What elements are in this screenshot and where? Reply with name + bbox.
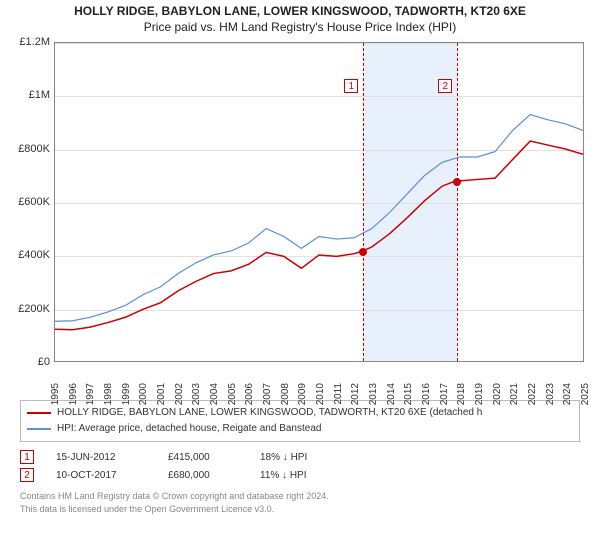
x-tick-label: 1998 [103, 383, 114, 405]
x-tick-label: 2013 [368, 383, 379, 405]
x-tick-label: 2006 [244, 383, 255, 405]
x-tick-label: 2014 [386, 383, 397, 405]
legend-label-hpi: HPI: Average price, detached house, Reig… [57, 421, 321, 437]
sale-marker-label: 2 [438, 79, 452, 93]
x-tick-label: 2001 [156, 383, 167, 405]
x-tick-label: 1996 [68, 383, 79, 405]
y-tick-label: £800K [10, 143, 50, 155]
sales-table: 1 15-JUN-2012 £415,000 18% ↓ HPI 2 10-OCT-201… [20, 448, 580, 484]
y-tick-label: £1.2M [10, 36, 50, 48]
x-tick-label: 2000 [138, 383, 149, 405]
sale-marker-line [363, 43, 364, 361]
x-tick-label: 1999 [121, 383, 132, 405]
sale-delta: 18% ↓ HPI [260, 452, 350, 463]
x-tick-label: 2016 [421, 383, 432, 405]
attribution-line-1: Contains HM Land Registry data © Crown c… [20, 490, 580, 503]
x-tick-label: 2011 [333, 383, 344, 405]
legend-label-property: HOLLY RIDGE, BABYLON LANE, LOWER KINGSWO… [57, 405, 482, 421]
sale-row: 1 15-JUN-2012 £415,000 18% ↓ HPI [20, 448, 580, 466]
x-tick-label: 2024 [562, 383, 573, 405]
y-tick-label: £600K [10, 196, 50, 208]
sale-badge: 1 [20, 450, 34, 464]
legend: HOLLY RIDGE, BABYLON LANE, LOWER KINGSWO… [20, 400, 580, 442]
sale-badge: 2 [20, 468, 34, 482]
series-line-hpi [55, 115, 583, 322]
sale-marker-dot [359, 248, 367, 256]
chart-title-main: HOLLY RIDGE, BABYLON LANE, LOWER KINGSWO… [8, 4, 592, 18]
y-tick-label: £200K [10, 303, 50, 315]
sale-marker-line [457, 43, 458, 361]
plot-area: 12 [54, 42, 584, 362]
chart-title-sub: Price paid vs. HM Land Registry's House … [8, 20, 592, 34]
attribution: Contains HM Land Registry data © Crown c… [20, 490, 580, 516]
sale-date: 10-OCT-2017 [56, 470, 146, 481]
attribution-line-2: This data is licensed under the Open Gov… [20, 503, 580, 516]
y-tick-label: £400K [10, 249, 50, 261]
x-tick-label: 2012 [350, 383, 361, 405]
x-tick-label: 2020 [492, 383, 503, 405]
legend-swatch-hpi [27, 428, 51, 430]
x-tick-label: 2025 [580, 383, 591, 405]
x-tick-label: 2019 [474, 383, 485, 405]
x-tick-label: 2008 [280, 383, 291, 405]
x-tick-label: 2010 [315, 383, 326, 405]
sale-row: 2 10-OCT-2017 £680,000 11% ↓ HPI [20, 466, 580, 484]
x-tick-label: 2021 [509, 383, 520, 405]
x-tick-label: 1995 [50, 383, 61, 405]
x-tick-label: 2009 [297, 383, 308, 405]
x-tick-label: 2003 [191, 383, 202, 405]
x-tick-label: 2022 [527, 383, 538, 405]
y-tick-label: £1M [10, 89, 50, 101]
sale-price: £680,000 [168, 470, 238, 481]
sale-price: £415,000 [168, 452, 238, 463]
x-tick-label: 2007 [262, 383, 273, 405]
sale-marker-dot [453, 178, 461, 186]
sale-date: 15-JUN-2012 [56, 452, 146, 463]
sale-delta: 11% ↓ HPI [260, 470, 350, 481]
sale-marker-label: 1 [344, 79, 358, 93]
legend-row-hpi: HPI: Average price, detached house, Reig… [27, 421, 573, 437]
chart: 12 £0£200K£400K£600K£800K£1M£1.2M1995199… [10, 36, 590, 396]
x-tick-label: 2015 [403, 383, 414, 405]
x-tick-label: 2005 [227, 383, 238, 405]
series-line-property [55, 141, 583, 330]
x-tick-label: 2018 [456, 383, 467, 405]
x-tick-label: 2017 [439, 383, 450, 405]
x-tick-label: 2004 [209, 383, 220, 405]
legend-swatch-property [27, 412, 51, 414]
line-layer [55, 43, 583, 361]
x-tick-label: 2002 [174, 383, 185, 405]
x-tick-label: 1997 [85, 383, 96, 405]
legend-row-property: HOLLY RIDGE, BABYLON LANE, LOWER KINGSWO… [27, 405, 573, 421]
x-tick-label: 2023 [545, 383, 556, 405]
y-tick-label: £0 [10, 356, 50, 368]
